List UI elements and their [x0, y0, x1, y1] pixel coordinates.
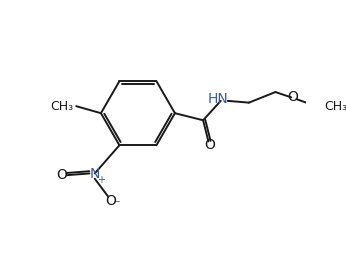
- Text: N: N: [90, 167, 100, 181]
- Text: +: +: [97, 175, 105, 185]
- Text: O: O: [105, 194, 116, 208]
- Text: CH₃: CH₃: [325, 100, 346, 113]
- Text: O: O: [204, 138, 215, 152]
- Text: ⁻: ⁻: [113, 199, 120, 212]
- Text: O: O: [56, 168, 67, 182]
- Text: HN: HN: [208, 92, 228, 106]
- Text: CH₃: CH₃: [51, 100, 74, 113]
- Text: O: O: [288, 90, 298, 104]
